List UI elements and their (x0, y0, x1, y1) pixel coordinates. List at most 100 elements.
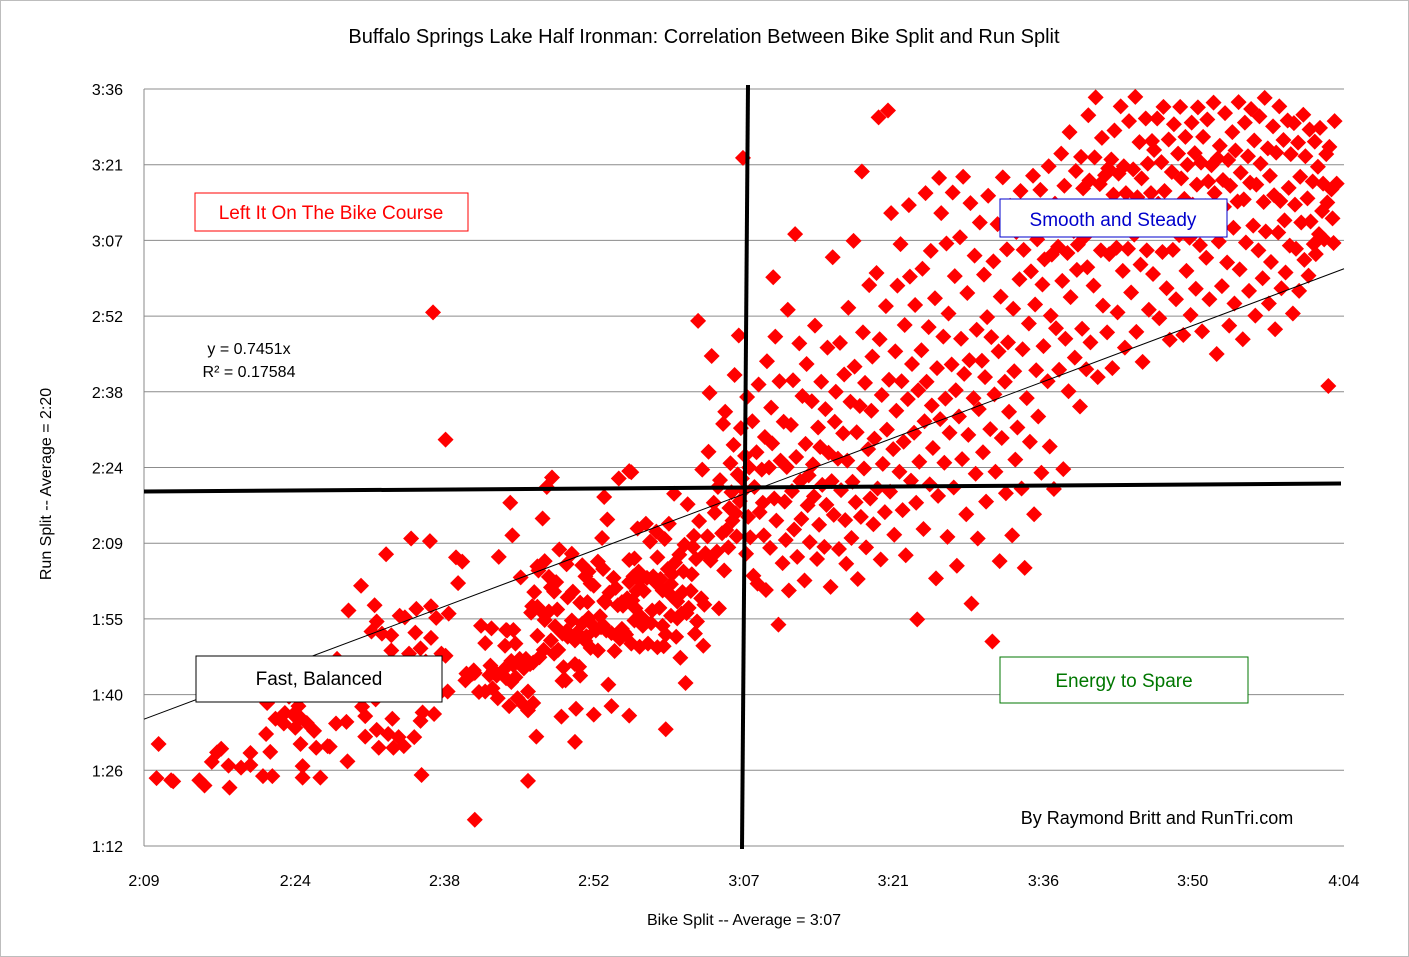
data-point (368, 613, 385, 630)
data-point (778, 458, 795, 475)
quadrant-label-text: Left It On The Bike Course (219, 203, 444, 224)
data-point (1155, 98, 1172, 115)
data-point (1200, 173, 1217, 190)
data-point (1285, 115, 1302, 132)
data-point (885, 441, 902, 458)
data-point (242, 744, 259, 761)
data-point (836, 366, 853, 383)
data-point (926, 290, 943, 307)
data-point (1290, 134, 1307, 151)
data-point (1234, 331, 1251, 348)
data-point (1080, 107, 1097, 124)
data-point (589, 642, 606, 659)
data-point (466, 811, 483, 828)
data-point (1146, 141, 1163, 158)
data-point (973, 352, 990, 369)
quadrant-label-left-it-on-bike: Left It On The Bike Course (194, 192, 469, 232)
quadrant-label-text: Energy to Spare (1055, 671, 1192, 692)
data-point (968, 321, 985, 338)
data-point (915, 521, 932, 538)
data-point (520, 683, 536, 700)
data-point (1022, 263, 1039, 280)
data-point (883, 205, 900, 222)
data-point (1154, 243, 1171, 260)
data-point (1078, 361, 1095, 378)
data-point (871, 331, 888, 348)
data-point (993, 430, 1010, 447)
data-point (876, 504, 893, 521)
data-point (1265, 118, 1282, 135)
data-point (660, 515, 677, 532)
data-point (294, 769, 311, 786)
data-point (1240, 148, 1256, 165)
data-point (1048, 320, 1064, 337)
data-point (1198, 249, 1215, 266)
data-point (720, 539, 737, 556)
data-point (213, 740, 230, 757)
y-tick-label: 2:52 (92, 309, 123, 326)
data-point (529, 627, 546, 644)
data-point (980, 187, 997, 204)
data-point (1304, 173, 1321, 190)
data-point (1109, 304, 1126, 321)
data-point (292, 736, 309, 753)
data-point (534, 510, 551, 527)
data-point (585, 706, 602, 723)
data-point (1133, 170, 1150, 187)
data-point (312, 769, 329, 786)
x-tick-label: 3:50 (1177, 873, 1208, 890)
data-point (396, 609, 413, 626)
data-point (922, 242, 939, 259)
data-point (242, 757, 259, 774)
data-point (779, 301, 796, 318)
data-point (1128, 323, 1145, 340)
data-point (1156, 182, 1173, 199)
data-point (1153, 154, 1170, 171)
data-point (782, 416, 799, 433)
data-point (918, 373, 935, 390)
data-point (504, 527, 521, 544)
data-point (694, 461, 711, 478)
data-point (755, 527, 772, 544)
data-point (1256, 89, 1273, 106)
run-average-line (143, 481, 1342, 494)
data-point (220, 757, 237, 774)
data-point (412, 640, 429, 657)
data-point (785, 372, 802, 389)
data-point (971, 214, 988, 231)
data-point (1030, 408, 1047, 425)
x-tick-label: 3:07 (728, 873, 759, 890)
data-point (1250, 242, 1267, 259)
data-point (1213, 278, 1230, 295)
data-point (960, 426, 977, 443)
data-point (308, 739, 325, 756)
data-point (1001, 403, 1018, 420)
data-point (1149, 110, 1166, 127)
data-point (1040, 158, 1057, 175)
data-point (931, 169, 948, 186)
data-point (1246, 132, 1263, 149)
data-point (497, 637, 514, 654)
data-point (366, 597, 383, 614)
data-point (758, 353, 775, 370)
data-point (824, 249, 841, 266)
data-point (827, 383, 844, 400)
data-point (786, 521, 803, 538)
data-point (990, 343, 1007, 360)
x-axis-label: Bike Split -- Average = 3:07 (647, 912, 841, 929)
data-point (1272, 192, 1289, 209)
data-point (906, 424, 923, 441)
data-point (695, 637, 712, 654)
data-point (1182, 307, 1199, 324)
data-point (881, 371, 898, 388)
data-point (520, 772, 536, 789)
data-point (712, 472, 728, 489)
x-tick-label: 2:24 (280, 873, 311, 890)
data-point (768, 512, 785, 529)
data-point (913, 342, 930, 359)
data-point (1009, 419, 1026, 436)
data-point (1280, 179, 1297, 196)
data-point (668, 628, 685, 645)
data-point (1194, 323, 1211, 340)
